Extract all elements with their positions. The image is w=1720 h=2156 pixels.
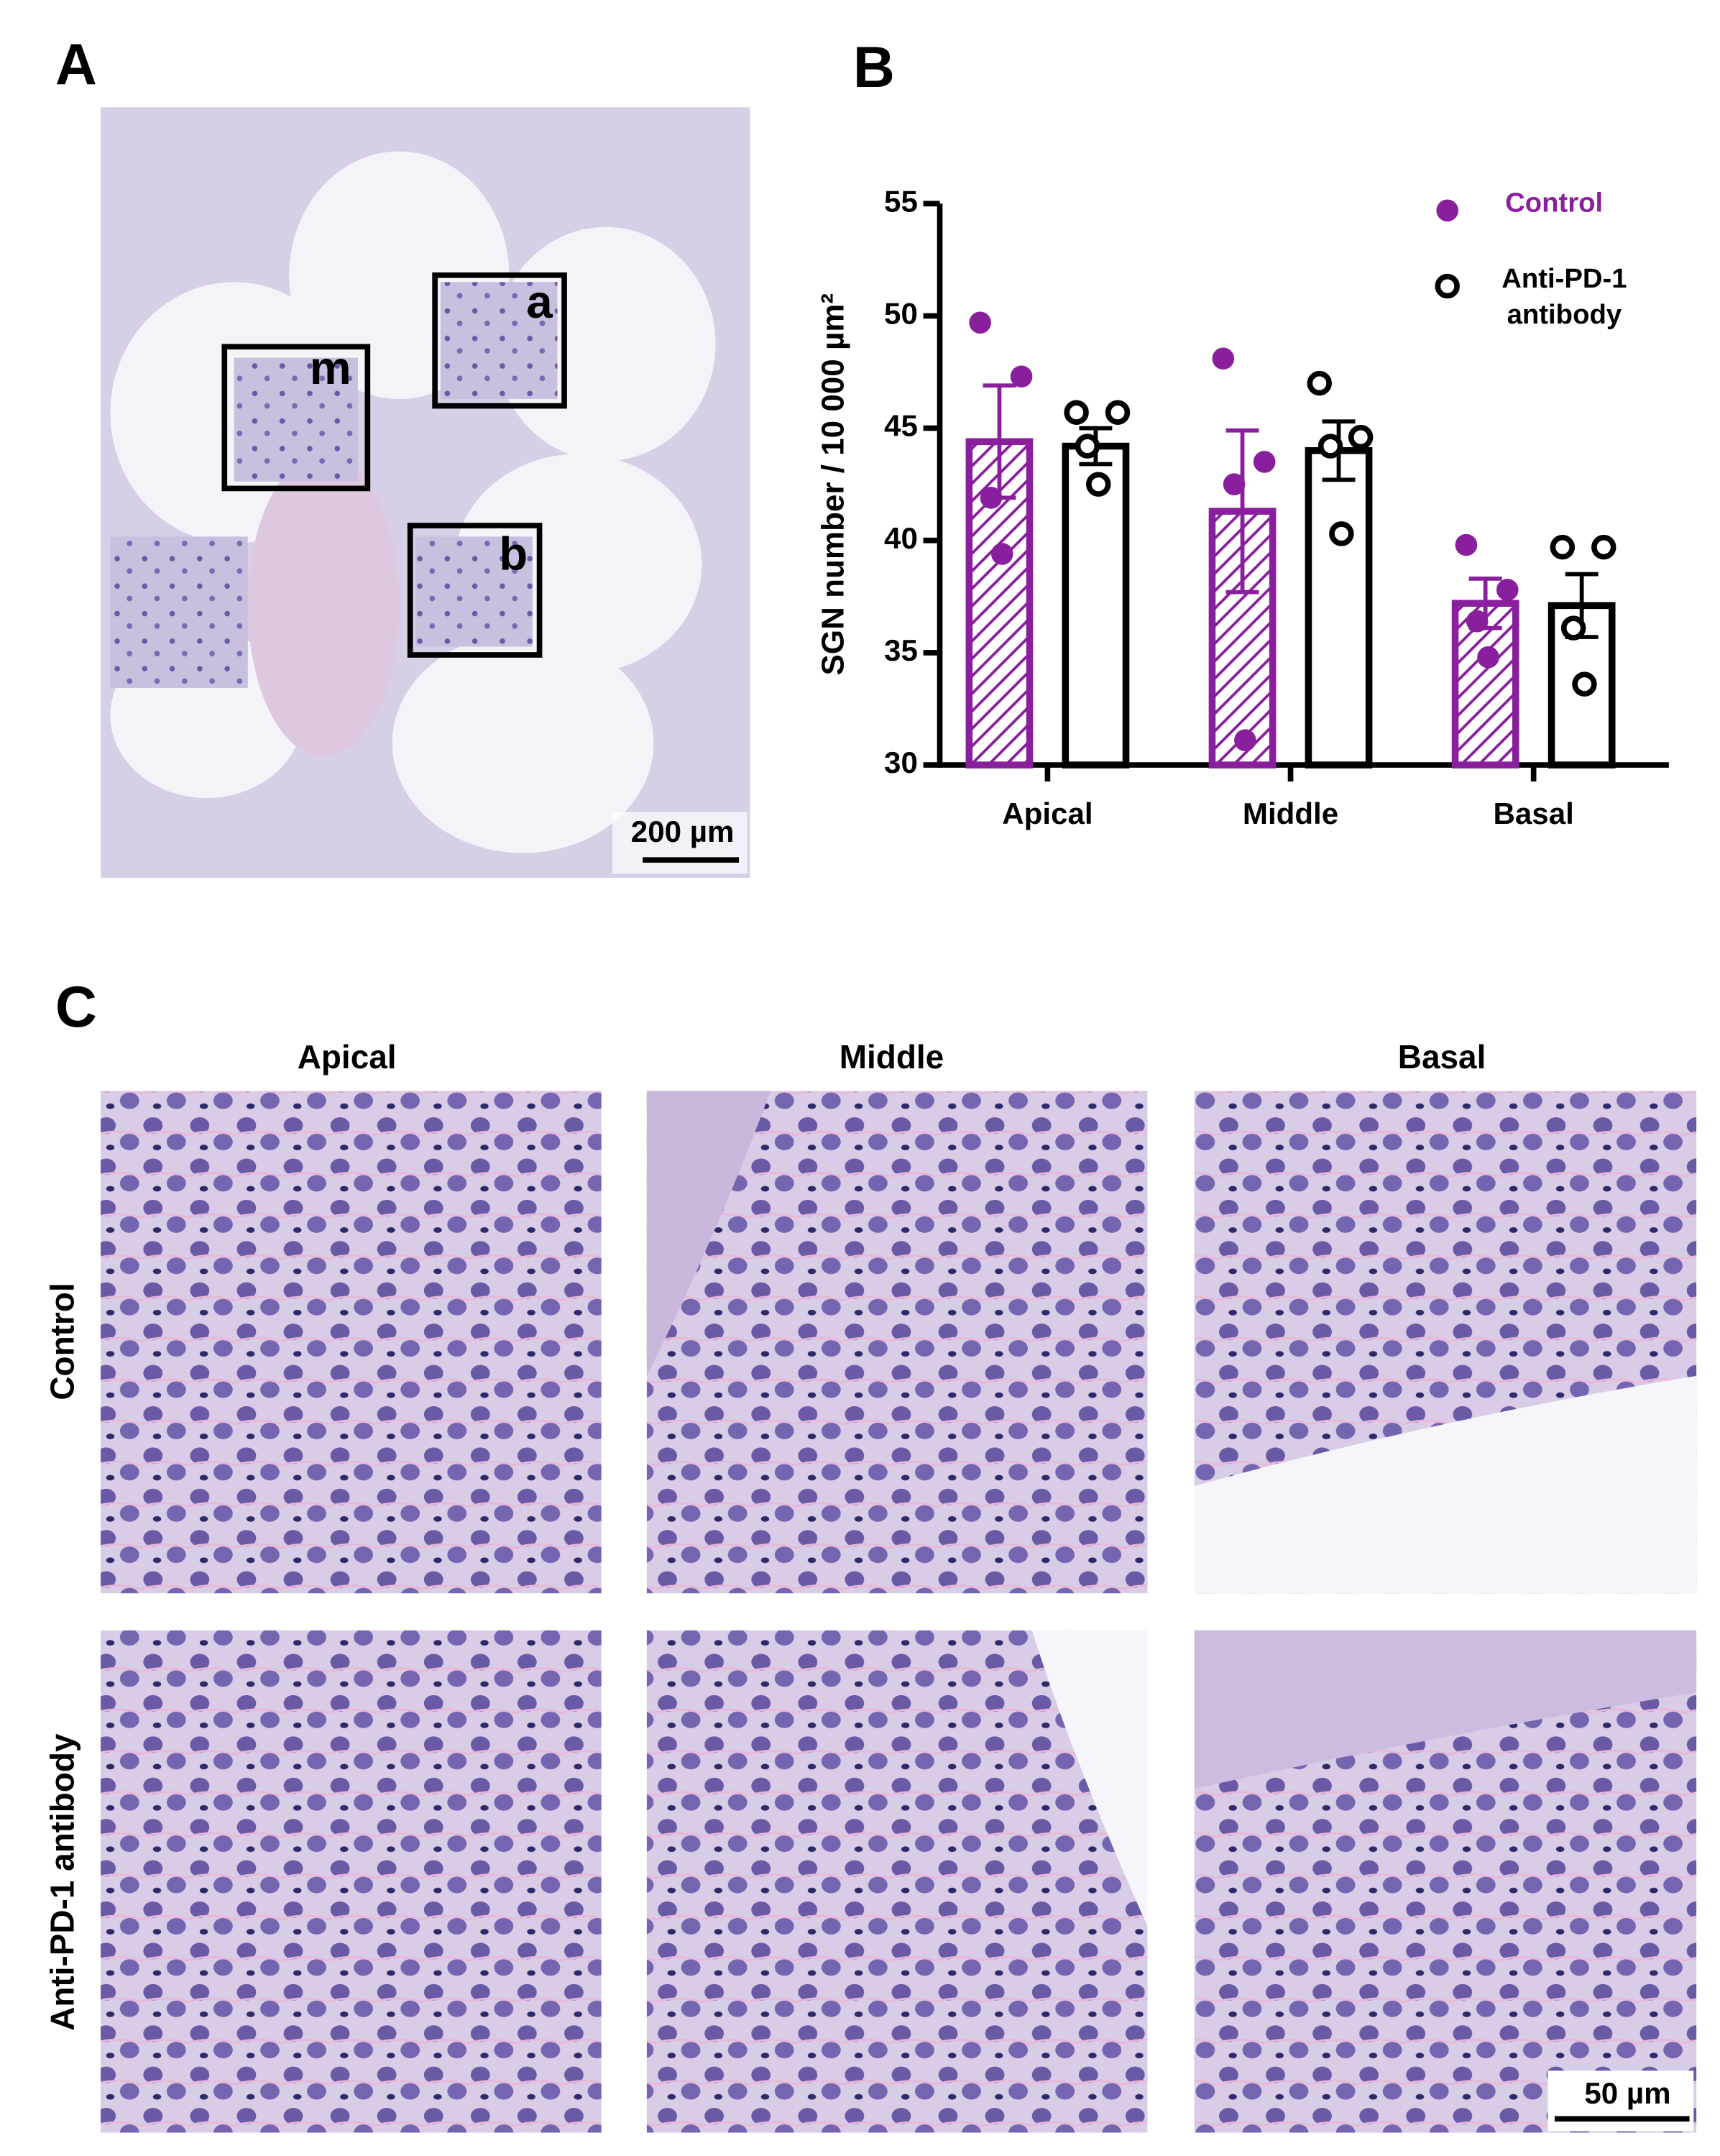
roi-box — [407, 523, 543, 658]
data-point — [1466, 610, 1489, 633]
y-tick-label: 55 — [884, 184, 918, 218]
panel-label: B — [853, 35, 895, 100]
data-point — [1572, 671, 1597, 697]
data-point — [1234, 729, 1256, 752]
roi-label: b — [499, 527, 528, 579]
column-header: Basal — [1398, 1038, 1486, 1075]
cochlea-structures — [110, 151, 716, 853]
data-point — [1086, 472, 1111, 497]
row-label: Control — [43, 1283, 81, 1400]
column-header: Apical — [298, 1038, 397, 1075]
micrograph — [101, 1630, 602, 2133]
bar — [1305, 447, 1373, 769]
panel-label: C — [55, 975, 97, 1040]
y-axis-label: SGN number / 10 000 µm² — [816, 293, 851, 676]
legend-marker — [1435, 273, 1460, 299]
data-point — [990, 543, 1013, 565]
panel-label: A — [55, 32, 97, 97]
data-point — [1477, 646, 1499, 669]
data-point — [1550, 534, 1576, 560]
data-point — [1496, 579, 1519, 601]
y-tick-label: 35 — [884, 633, 918, 667]
data-point — [1064, 400, 1089, 425]
data-point — [1223, 473, 1246, 495]
roi-label: a — [526, 275, 553, 328]
scale-bar-label: 50 µm — [1584, 2076, 1670, 2110]
y-tick-label: 40 — [884, 521, 918, 555]
chart: B SGN number / 10 000 µm² 30 35 40 45 50 55 Ap… — [816, 35, 1669, 830]
row-label: Anti-PD-1 antibody — [43, 1733, 81, 2031]
data-point — [1317, 434, 1343, 459]
data-point — [1348, 424, 1374, 450]
data-point — [1105, 400, 1131, 425]
data-point — [969, 311, 991, 334]
legend-label: Anti-PD-1 antibody — [1501, 264, 1627, 331]
y-tick-label: 50 — [884, 297, 918, 331]
micrograph — [101, 1091, 602, 1594]
bar — [1062, 442, 1130, 769]
y-tick-label: 30 — [884, 746, 918, 779]
roi-box — [432, 272, 567, 409]
legend-label: Control — [1505, 188, 1604, 219]
legend-box: Anti-PD-1 antibody — [1501, 264, 1627, 331]
data-point — [1253, 451, 1276, 473]
data-point — [1212, 347, 1235, 370]
data-point — [1591, 534, 1616, 560]
x-tick-label: Middle — [1243, 797, 1338, 830]
x-tick-label: Basal — [1493, 797, 1573, 830]
legend-box: Control — [1505, 188, 1604, 219]
y-tick-label: 45 — [884, 409, 918, 443]
scale-bar-label: 200 µm — [631, 815, 735, 848]
data-point — [1329, 521, 1354, 546]
data-point — [1010, 365, 1033, 388]
scale-bg — [612, 812, 748, 874]
micrographs — [101, 1091, 1697, 2133]
column-header: Middle — [840, 1038, 944, 1075]
data-point — [1560, 615, 1586, 641]
data-point — [980, 487, 1003, 509]
legend-marker — [1436, 199, 1459, 222]
roi-label: m — [310, 341, 351, 394]
data-point — [1075, 434, 1100, 459]
error-bar — [1225, 428, 1259, 595]
x-tick-label: Apical — [1002, 797, 1093, 830]
data-point — [1307, 370, 1332, 396]
data-point — [1455, 533, 1478, 556]
roi-box — [221, 344, 371, 492]
